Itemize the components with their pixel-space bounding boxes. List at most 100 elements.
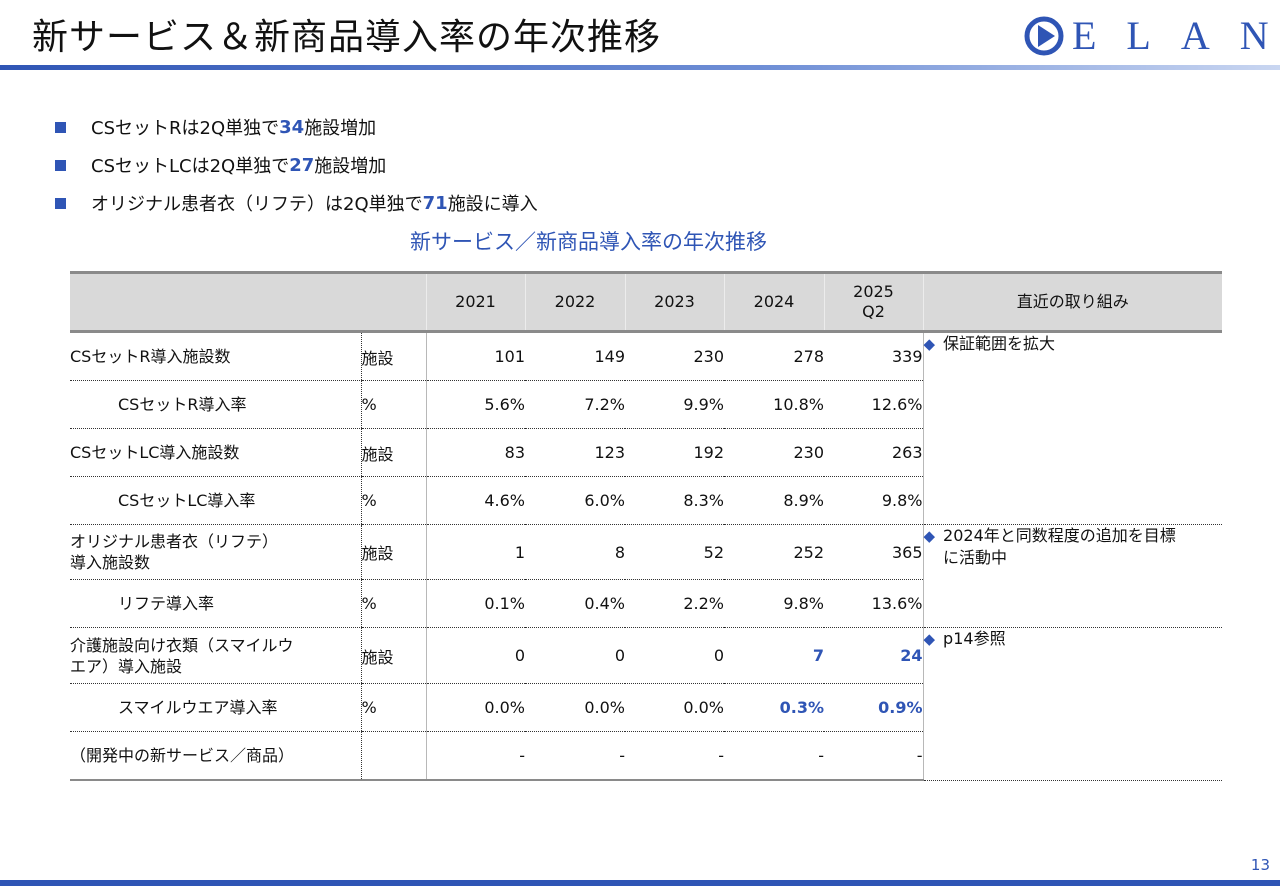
- diamond-bullet-icon: ◆: [923, 527, 936, 545]
- value-cell: 5.6%: [425, 380, 525, 429]
- value-cell: 263: [824, 428, 923, 477]
- row-unit: %: [360, 380, 426, 429]
- bullet-text-pre: オリジナル患者衣（リフテ）は2Q単独で: [91, 194, 423, 215]
- table-row: 介護施設向け衣類（スマイルウ エア）導入施設 施設 0 0 0 7 24 ◆ p1…: [70, 627, 1222, 781]
- initiative-item: ◆ 保証範囲を拡大: [924, 333, 1223, 355]
- value-cell: 12.6%: [824, 380, 923, 429]
- row-label: 介護施設向け衣類（スマイルウ エア）導入施設: [70, 627, 361, 684]
- row-label: CSセットR導入率: [70, 380, 361, 429]
- bullet-number: 71: [422, 192, 448, 214]
- logo-mark-icon: [1024, 16, 1064, 56]
- row-unit: 施設: [360, 428, 426, 477]
- table-row: オリジナル患者衣（リフテ） 導入施設数 施設 1 8 52 252 365 ◆ 2…: [70, 524, 1222, 628]
- row-label-line: 導入施設数: [70, 553, 151, 572]
- row-label: CSセットLC導入施設数: [70, 428, 361, 477]
- value-cell: 230: [724, 428, 824, 477]
- header-2025-q2: 2025 Q2: [823, 271, 923, 333]
- value-cell: -: [824, 731, 923, 781]
- bullet-number: 34: [279, 116, 305, 138]
- value-cell: 4.6%: [425, 476, 525, 525]
- header-initiatives: 直近の取り組み: [922, 271, 1222, 333]
- row-label: CSセットLC導入率: [70, 476, 361, 525]
- page-number: 13: [1250, 856, 1270, 874]
- row-unit: %: [360, 579, 426, 628]
- row-unit: %: [360, 683, 426, 732]
- value-cell: 278: [724, 331, 824, 381]
- value-cell: 8: [525, 524, 625, 580]
- header-2023: 2023: [624, 271, 724, 333]
- row-label: スマイルウエア導入率: [70, 683, 361, 732]
- row-unit: 施設: [360, 627, 426, 684]
- initiative-text: 保証範囲を拡大: [943, 334, 1056, 353]
- value-cell: 10.8%: [724, 380, 824, 429]
- value-cell: 9.8%: [724, 579, 824, 628]
- bullet-item: CSセットRは2Q単独で 34 施設増加: [55, 108, 538, 146]
- value-cell: 0.0%: [525, 683, 625, 732]
- header-rule: [0, 65, 1280, 70]
- value-cell: 123: [525, 428, 625, 477]
- initiative-text: 2024年と同数程度の追加を目標 に活動中: [943, 525, 1176, 569]
- initiative-line: に活動中: [943, 548, 1008, 567]
- value-cell: 0.3%: [724, 683, 824, 732]
- square-bullet-icon: [55, 197, 66, 209]
- row-label-line: 介護施設向け衣類（スマイルウ: [70, 635, 294, 655]
- header-2024: 2024: [723, 271, 824, 333]
- value-cell: 7: [724, 627, 824, 684]
- value-cell: 0.1%: [425, 579, 525, 628]
- value-cell: -: [525, 731, 625, 781]
- value-cell: 0.0%: [625, 683, 724, 732]
- value-cell: 0: [625, 627, 724, 684]
- table-header-row: 2021 2022 2023 2024 2025 Q2 直近の取り組み: [70, 271, 1222, 333]
- bullet-text-post: 施設増加: [304, 118, 377, 139]
- bullet-text-pre: CSセットLCは2Q単独で: [91, 156, 290, 177]
- value-cell: 0.4%: [525, 579, 625, 628]
- table-row: CSセットLC導入率 % 4.6% 6.0% 8.3% 8.9% 9.8%: [70, 476, 1222, 525]
- table-row: （開発中の新サービス／商品） - - - - -: [70, 731, 1222, 781]
- bullet-list: CSセットRは2Q単独で 34 施設増加 CSセットLCは2Q単独で 27 施設増加 オ…: [55, 108, 538, 222]
- adoption-table: 2021 2022 2023 2024 2025 Q2 直近の取り組み CSセット…: [70, 271, 1222, 781]
- row-label: オリジナル患者衣（リフテ） 導入施設数: [70, 524, 361, 580]
- row-unit: 施設: [360, 331, 426, 381]
- value-cell: 1: [425, 524, 525, 580]
- table-row: CSセットLC導入施設数 施設 83 123 192 230 263: [70, 428, 1222, 477]
- header-blank: [70, 271, 426, 333]
- value-cell: 7.2%: [525, 380, 625, 429]
- header-q2: Q2: [862, 302, 885, 321]
- bullet-item: CSセットLCは2Q単独で 27 施設増加: [55, 146, 538, 184]
- value-cell: -: [625, 731, 724, 781]
- value-cell: 8.3%: [625, 476, 724, 525]
- elan-logo: ELAN: [1024, 14, 1280, 58]
- bullet-text-post: 施設増加: [314, 156, 387, 177]
- value-cell: 0: [425, 627, 525, 684]
- table-row: リフテ導入率 % 0.1% 0.4% 2.2% 9.8% 13.6%: [70, 579, 1222, 628]
- row-label: CSセットR導入施設数: [70, 331, 361, 381]
- value-cell: -: [724, 731, 824, 781]
- table-title: 新サービス／新商品導入率の年次推移: [410, 230, 767, 254]
- page-title: 新サービス＆新商品導入率の年次推移: [32, 17, 662, 58]
- value-cell: 339: [824, 331, 923, 381]
- table-row: CSセットR導入施設数 施設 101 149 230 278 339 ◆ 保証範…: [70, 331, 1223, 525]
- header-2025: 2025: [853, 282, 894, 301]
- value-cell: 6.0%: [525, 476, 625, 525]
- row-label-line: エア）導入施設: [70, 656, 183, 676]
- value-cell: 13.6%: [824, 579, 923, 628]
- table-row: スマイルウエア導入率 % 0.0% 0.0% 0.0% 0.3% 0.9%: [70, 683, 1222, 732]
- logo-text: ELAN: [1072, 13, 1280, 58]
- value-cell: 2.2%: [625, 579, 724, 628]
- row-label: リフテ導入率: [70, 579, 361, 628]
- bullet-text-pre: CSセットRは2Q単独で: [91, 118, 280, 139]
- row-unit: %: [360, 476, 426, 525]
- initiative-text: p14参照: [943, 629, 1006, 648]
- row-unit: [360, 731, 426, 781]
- row-label-line: オリジナル患者衣（リフテ）: [70, 532, 279, 551]
- initiative-line: 2024年と同数程度の追加を目標: [943, 526, 1176, 545]
- value-cell: 252: [724, 524, 824, 580]
- value-cell: 9.8%: [824, 476, 923, 525]
- bullet-item: オリジナル患者衣（リフテ）は2Q単独で 71 施設に導入: [55, 184, 538, 222]
- initiative-item: ◆ p14参照: [924, 628, 1223, 650]
- bullet-number: 27: [289, 154, 315, 176]
- value-cell: 230: [625, 331, 724, 381]
- value-cell: 192: [625, 428, 724, 477]
- row-unit: 施設: [360, 524, 426, 580]
- initiative-cell: ◆ p14参照: [922, 627, 1223, 781]
